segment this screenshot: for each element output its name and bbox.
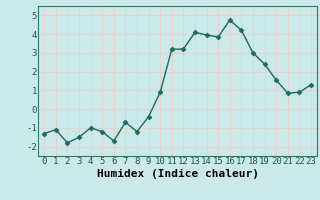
X-axis label: Humidex (Indice chaleur): Humidex (Indice chaleur) bbox=[97, 169, 259, 179]
